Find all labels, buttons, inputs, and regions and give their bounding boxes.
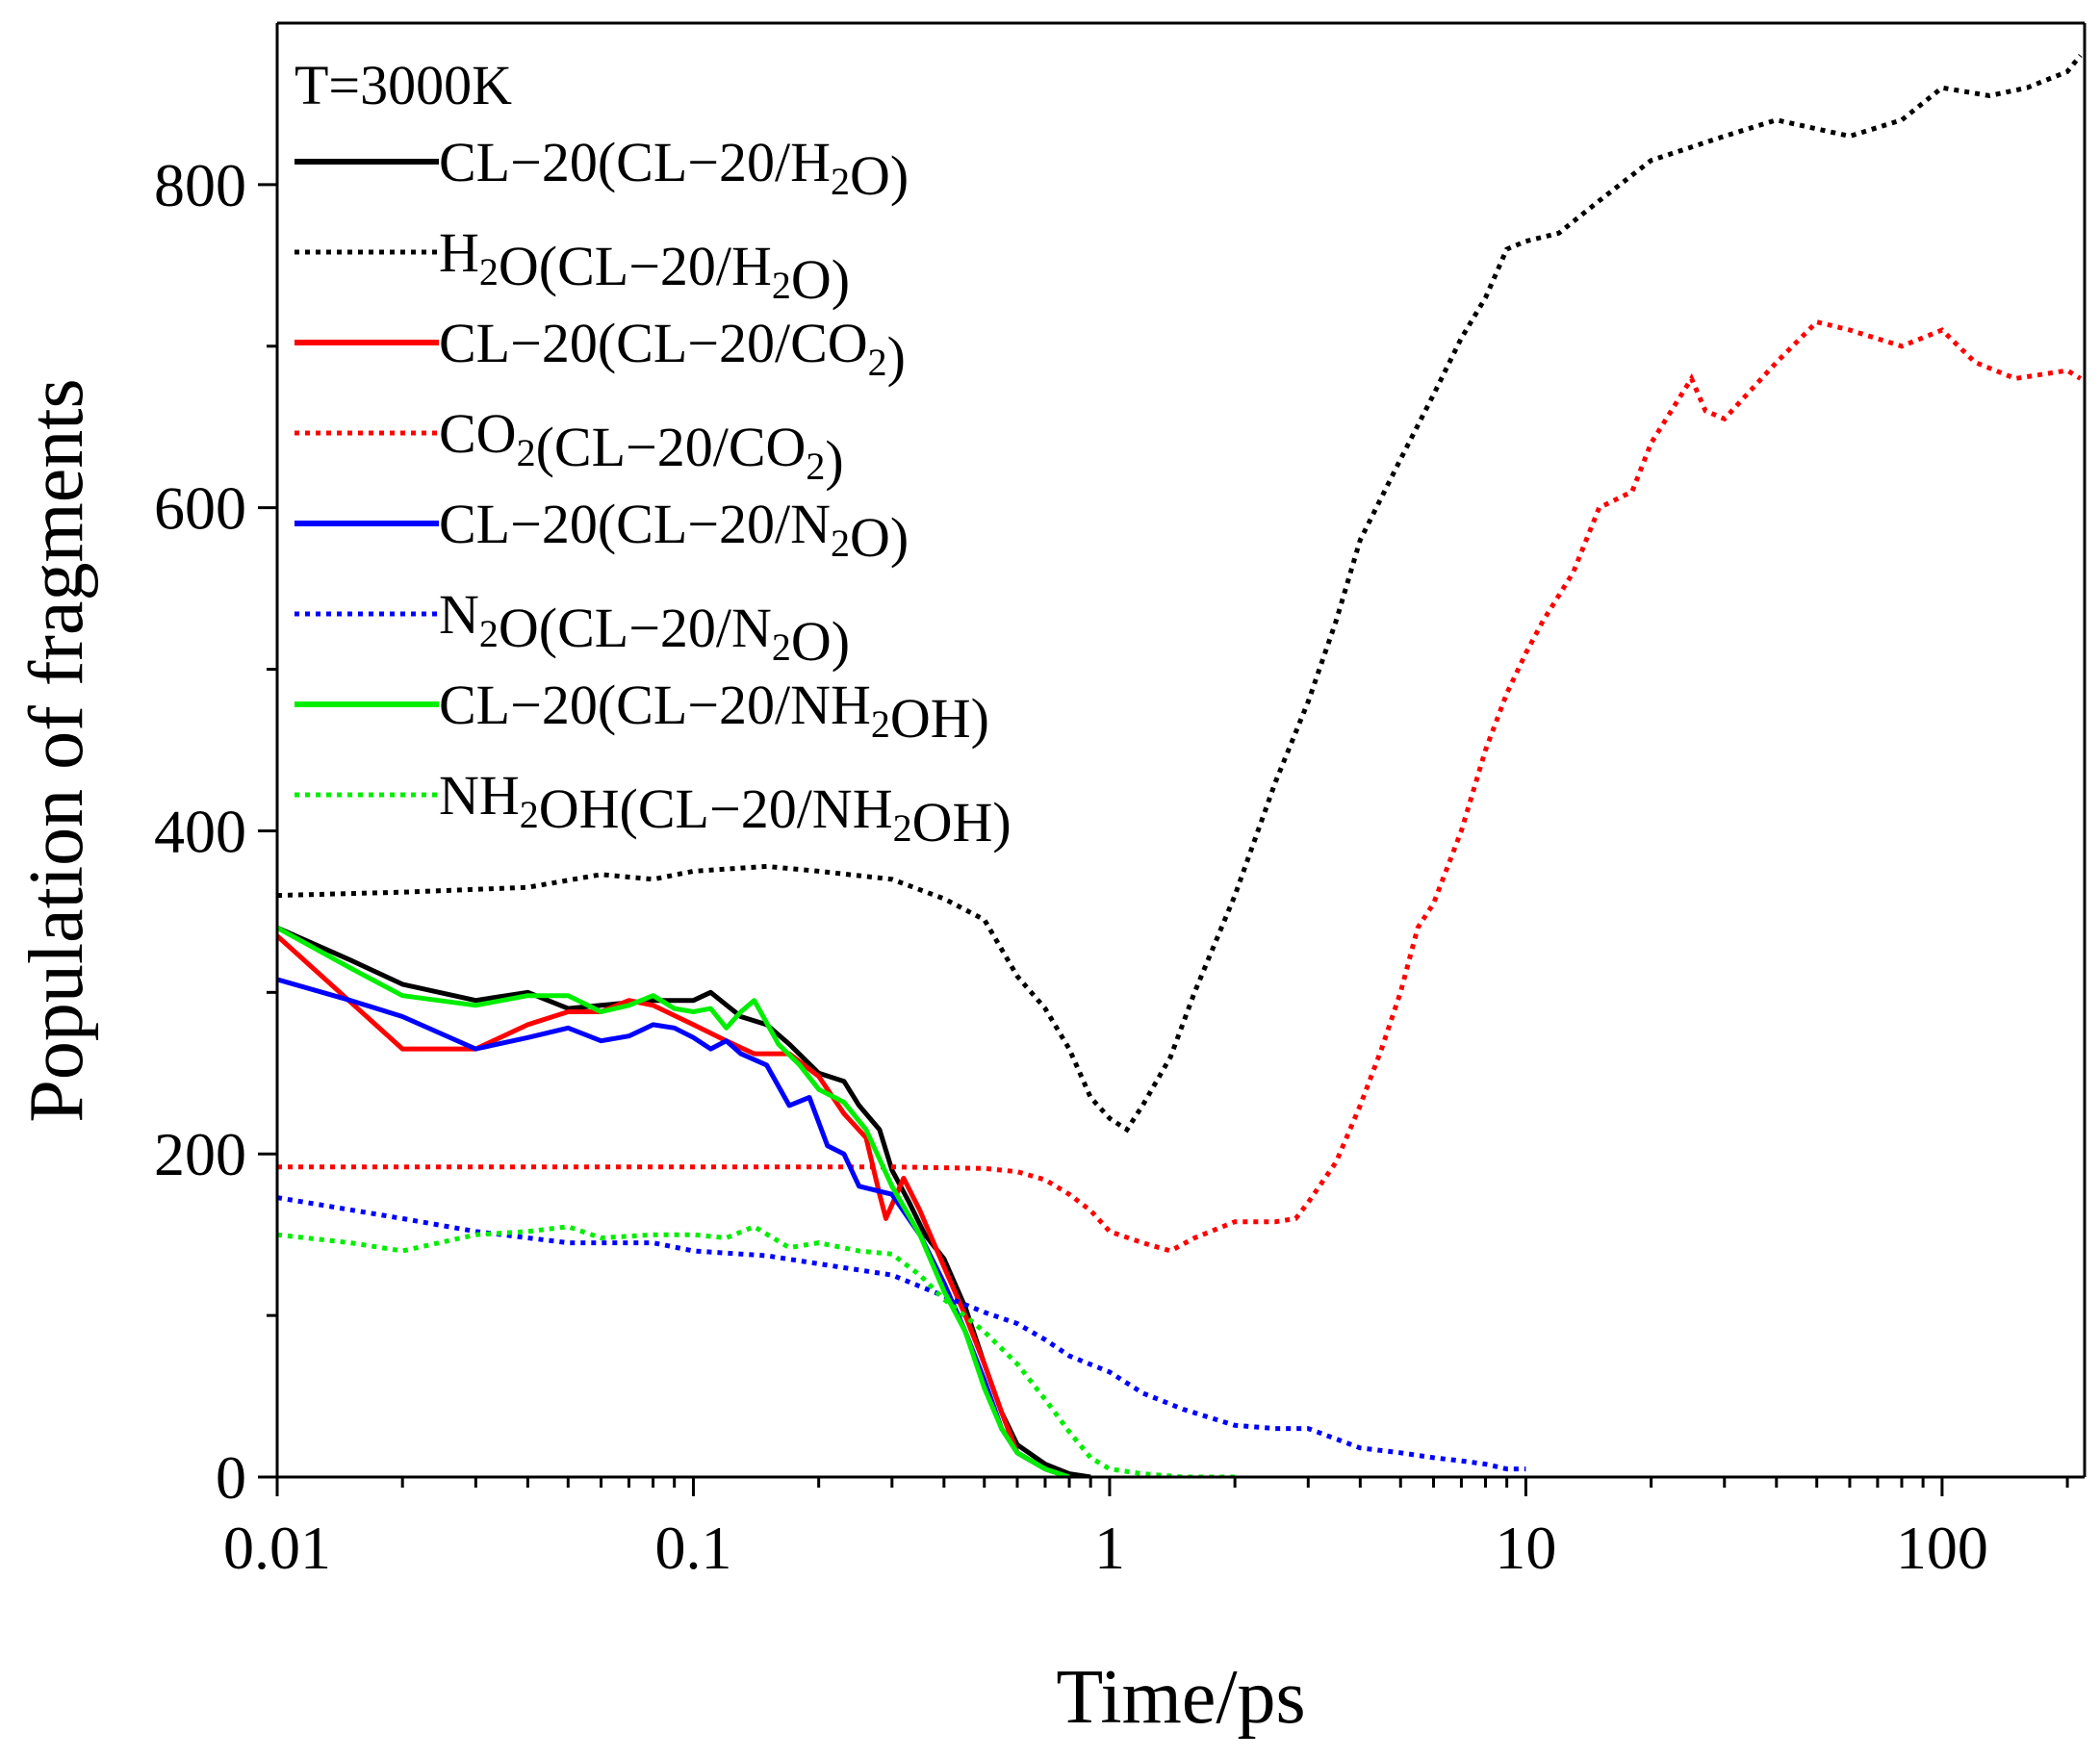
y-tick-label-3: 600 — [154, 474, 246, 543]
y-tick-label-2: 400 — [154, 797, 246, 865]
series-line-1 — [277, 54, 2083, 1134]
legend-text-part: O(CL−20/H — [499, 235, 772, 297]
series-line-6 — [277, 926, 1070, 1477]
legend-text-part: O(CL−20/N — [499, 597, 772, 659]
legend-text-part: N — [439, 583, 479, 646]
y-axis-title: Population of fragments — [14, 378, 99, 1122]
legend-text-part: CL−20(CL−20/H — [439, 131, 831, 193]
legend-text-part: O) — [850, 144, 909, 207]
legend: T=3000KCL−20(CL−20/H2O)H2O(CL−20/H2O)CL−… — [295, 54, 1012, 854]
legend-text-part: OH(CL−20/NH — [539, 777, 893, 840]
legend-label-7: NH2OH(CL−20/NH2OH) — [439, 764, 1012, 854]
legend-text-part: CL−20(CL−20/CO — [439, 312, 868, 374]
legend-label-6: CL−20(CL−20/NH2OH) — [439, 674, 989, 750]
legend-text-part: CL−20(CL−20/N — [439, 493, 831, 555]
x-tick-label-0: 0.01 — [223, 1514, 331, 1582]
legend-label-1: H2O(CL−20/H2O) — [439, 221, 850, 311]
legend-subscript: 2 — [520, 793, 539, 836]
series-layer — [277, 54, 2083, 1477]
legend-text-part: OH) — [912, 791, 1012, 854]
legend-label-2: CL−20(CL−20/CO2) — [439, 312, 906, 388]
legend-subscript: 2 — [772, 625, 791, 669]
legend-subscript: 2 — [517, 431, 536, 474]
legend-text-part: (CL−20/CO — [536, 416, 807, 478]
y-tick-label-1: 200 — [154, 1120, 246, 1188]
legend-text-part: H — [439, 221, 479, 284]
legend-label-4: CL−20(CL−20/N2O) — [439, 493, 909, 569]
legend-label-3: CO2(CL−20/CO2) — [439, 402, 844, 492]
legend-subscript: 2 — [479, 250, 499, 293]
x-tick-label-4: 100 — [1896, 1514, 1988, 1582]
legend-text-part: O) — [791, 248, 850, 311]
legend-text-part: ) — [887, 325, 906, 388]
y-tick-label-0: 0 — [216, 1443, 246, 1512]
legend-subscript: 2 — [831, 160, 850, 203]
legend-subscript: 2 — [871, 702, 890, 746]
legend-text-part: CO — [439, 402, 517, 465]
legend-text-part: CL−20(CL−20/NH — [439, 674, 871, 736]
legend-subscript: 2 — [831, 522, 850, 565]
legend-subscript: 2 — [868, 341, 887, 384]
x-tick-label-1: 0.1 — [654, 1514, 731, 1582]
legend-subscript: 2 — [772, 264, 791, 307]
y-tick-label-4: 800 — [154, 151, 246, 219]
legend-text-part: OH) — [890, 687, 989, 750]
legend-text-part: NH — [439, 764, 520, 827]
x-axis-title: Time/ps — [1056, 1655, 1305, 1740]
series-line-5 — [277, 1195, 1526, 1472]
x-tick-label-3: 10 — [1495, 1514, 1556, 1582]
x-tick-label-2: 1 — [1094, 1514, 1125, 1582]
legend-title: T=3000K — [295, 54, 512, 116]
axes-layer: 0 200 400 600 800 0.01 0.1 1 10 100 — [154, 21, 2087, 1582]
legend-subscript: 2 — [479, 612, 499, 655]
legend-text-part: ) — [825, 429, 843, 492]
legend-label-5: N2O(CL−20/N2O) — [439, 583, 850, 673]
legend-text-part: O) — [791, 610, 850, 673]
legend-subscript: 2 — [893, 806, 912, 850]
legend-subscript: 2 — [806, 445, 825, 488]
legend-text-part: O) — [850, 506, 909, 569]
series-line-7 — [277, 1224, 1236, 1477]
series-line-4 — [277, 977, 1070, 1477]
legend-label-0: CL−20(CL−20/H2O) — [439, 131, 909, 207]
